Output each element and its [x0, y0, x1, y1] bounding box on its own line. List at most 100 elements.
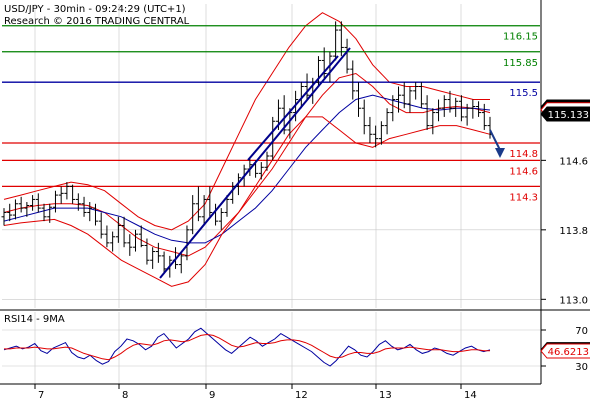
rsi-y-tick-label: 70	[575, 326, 588, 337]
bands-layer	[3, 12, 491, 287]
candle	[224, 195, 230, 217]
level-label: 114.3	[509, 192, 538, 203]
candle	[458, 95, 464, 122]
candle	[7, 203, 13, 222]
candle	[75, 193, 81, 211]
candle	[144, 238, 150, 265]
level-label: 115.85	[503, 58, 538, 69]
candle	[304, 73, 310, 100]
labels-layer: 115.214115.182115.13348.178446.6213	[540, 99, 590, 359]
candle	[35, 193, 41, 213]
candle	[195, 186, 201, 222]
candle	[447, 90, 453, 113]
trendline-upper	[247, 55, 339, 161]
candle	[155, 242, 161, 263]
candle	[133, 229, 139, 252]
candle	[161, 251, 167, 274]
levels-layer: 116.15 115.85 115.5 114.8 114.6 114.3	[2, 25, 540, 203]
level-label: 116.15	[503, 32, 538, 43]
candle	[436, 99, 442, 122]
candle	[361, 99, 367, 135]
candle	[127, 234, 133, 256]
candle	[81, 196, 87, 217]
candle	[12, 199, 18, 220]
candle	[190, 195, 196, 235]
candle	[98, 212, 104, 239]
x-tick-label: 12	[295, 390, 308, 400]
candle	[70, 184, 76, 204]
candle	[424, 95, 430, 130]
candle	[24, 202, 30, 217]
candle	[121, 216, 127, 248]
series-band-upper	[3, 12, 490, 231]
candle	[396, 86, 402, 113]
candle	[373, 125, 379, 148]
projection-arrowhead	[495, 148, 505, 158]
x-tick-label: 13	[379, 390, 392, 400]
candle	[150, 247, 156, 269]
candle	[178, 251, 184, 274]
candle	[401, 82, 407, 109]
candle	[430, 108, 436, 135]
candle	[1, 208, 7, 226]
series-ma-blue	[3, 94, 491, 244]
y-tick-label: 113.8	[559, 226, 588, 237]
candle	[30, 195, 36, 211]
candle	[390, 95, 396, 122]
y-tick-label: 113.0	[559, 295, 588, 306]
candle	[350, 60, 356, 100]
projection-line	[489, 129, 501, 151]
series-band-lower	[3, 116, 491, 287]
rsi-title: RSI14 - 9MA	[4, 314, 65, 325]
rsi-label-text: 46.6213	[548, 347, 589, 358]
rsi-series-rsi-ma	[4, 333, 490, 361]
candle	[41, 203, 47, 222]
candle	[441, 95, 447, 117]
candle	[338, 21, 344, 57]
x-tick-label: 7	[38, 390, 44, 400]
candle	[104, 225, 110, 248]
rsi-label-box	[540, 343, 590, 359]
candle	[344, 38, 350, 74]
candle	[367, 116, 373, 143]
x-tick-label: 9	[209, 390, 215, 400]
candle	[464, 103, 470, 126]
candle	[453, 97, 459, 117]
rsi-layer	[3, 327, 491, 367]
candle	[384, 108, 390, 135]
candles-layer	[1, 21, 505, 279]
candle	[476, 101, 482, 117]
x-tick-label: 14	[464, 390, 477, 400]
candle	[201, 195, 207, 226]
chart-title: USD/JPY - 30min - 09:24:29 (UTC+1)	[4, 4, 186, 15]
grid-layer	[2, 4, 540, 384]
candle	[18, 196, 24, 213]
level-label: 115.5	[509, 88, 538, 99]
candle	[47, 203, 53, 223]
candle	[92, 203, 98, 226]
level-label: 114.6	[509, 166, 538, 177]
candle	[378, 121, 384, 145]
rsi-y-tick-label: 30	[575, 362, 588, 373]
candle	[481, 103, 487, 130]
candle	[218, 208, 224, 230]
level-label: 114.8	[509, 149, 538, 160]
series-ma-red	[3, 72, 491, 257]
price-label-text: 115.133	[548, 110, 589, 121]
candle	[333, 21, 339, 61]
chart-copyright: Research © 2016 TRADING CENTRAL	[4, 16, 190, 27]
candle	[258, 162, 264, 180]
candle	[110, 231, 116, 252]
candle	[418, 82, 424, 109]
candle	[470, 99, 476, 119]
x-tick-label: 8	[122, 390, 128, 400]
candle	[64, 182, 70, 200]
candle	[52, 190, 58, 213]
candle	[413, 82, 419, 100]
rsi-series-rsi	[3, 327, 491, 367]
candle	[115, 216, 121, 243]
candle	[184, 225, 190, 261]
price-label-box	[540, 106, 590, 122]
